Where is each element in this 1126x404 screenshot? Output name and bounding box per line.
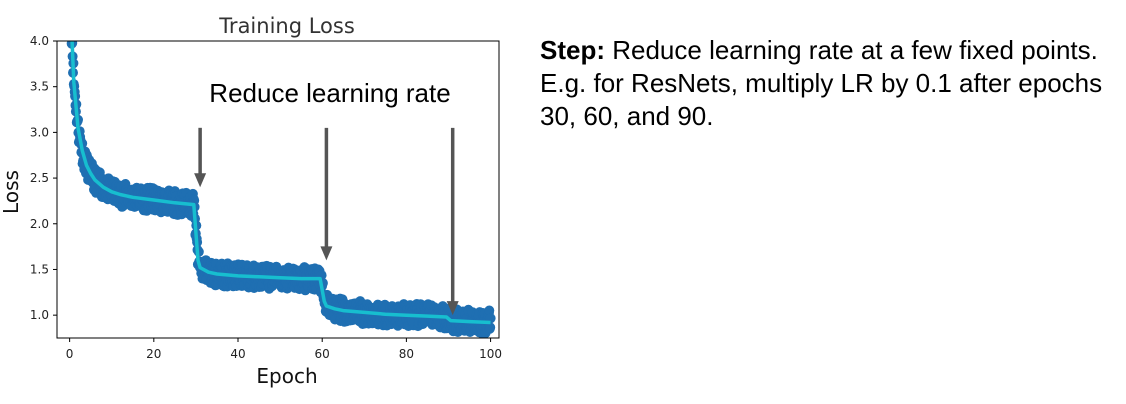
x-axis-label: Epoch	[256, 364, 317, 388]
scatter-point	[484, 305, 495, 316]
data-layer	[66, 41, 496, 338]
x-tick-label: 80	[399, 347, 414, 361]
x-tick-label: 60	[315, 347, 330, 361]
x-axis-ticks: 0 20 40 60 80 100	[66, 338, 502, 361]
y-tick-label: 2.0	[30, 217, 49, 231]
chart-title: Training Loss	[218, 14, 355, 38]
plot-frame	[56, 40, 500, 339]
y-axis-label: Loss	[0, 170, 23, 214]
y-tick-label: 3.5	[30, 80, 49, 94]
step-note-body: Reduce learning rate at a few fixed poin…	[540, 35, 1103, 131]
x-tick-label: 0	[66, 347, 74, 361]
y-tick-label: 1.5	[30, 262, 49, 276]
annotation-label: Reduce learning rate	[209, 78, 450, 108]
x-tick-label: 20	[146, 347, 161, 361]
annotation-arrow-head	[320, 246, 333, 261]
scatter-point	[485, 322, 496, 333]
mean-loss-line	[70, 41, 491, 325]
annotation-arrows	[194, 127, 459, 316]
annotation-arrow-head	[194, 173, 207, 188]
y-axis-ticks: 1.0 1.5 2.0 2.5 3.0 3.5 4.0	[30, 34, 57, 322]
y-tick-label: 4.0	[30, 34, 49, 48]
annotation-arrow-head	[446, 301, 459, 316]
step-note-heading: Step:	[540, 35, 605, 65]
x-tick-label: 100	[479, 347, 502, 361]
x-tick-label: 40	[230, 347, 245, 361]
step-note: Step: Reduce learning rate at a few fixe…	[540, 34, 1120, 133]
y-tick-label: 2.5	[30, 171, 49, 185]
y-tick-label: 1.0	[30, 308, 49, 322]
y-tick-label: 3.0	[30, 125, 49, 139]
